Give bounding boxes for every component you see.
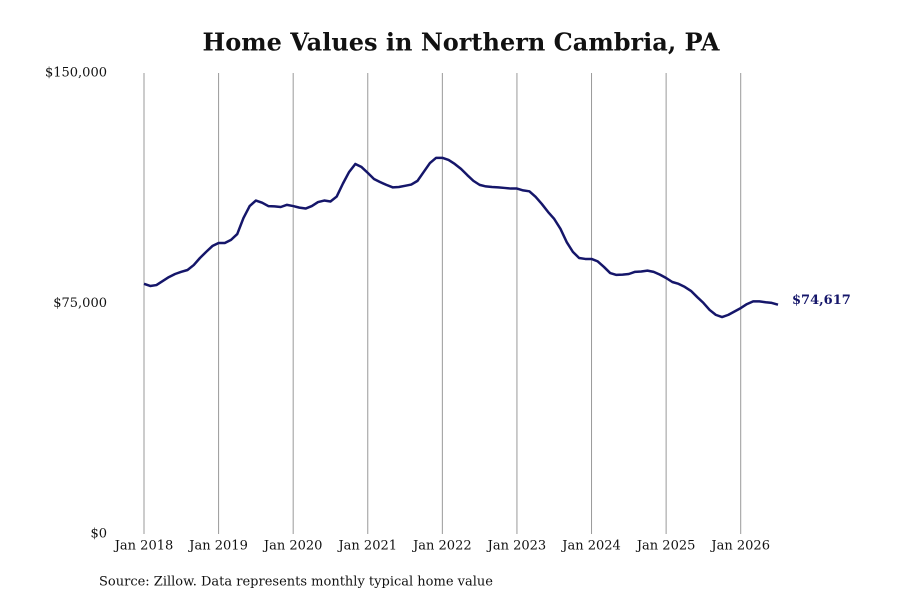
- x-tick-label: Jan 2022: [411, 539, 472, 554]
- x-tick-label: Jan 2025: [635, 539, 696, 554]
- x-tick-label: Jan 2026: [709, 539, 770, 554]
- x-tick-label: Jan 2020: [262, 539, 323, 554]
- y-tick-label: $0: [90, 527, 107, 542]
- y-tick-label: $75,000: [53, 296, 107, 311]
- end-value-label: $74,617: [792, 293, 851, 308]
- x-tick-label: Jan 2018: [113, 539, 174, 554]
- x-tick-label: Jan 2021: [336, 539, 397, 554]
- x-tick-label: Jan 2019: [187, 539, 248, 554]
- x-tick-label: Jan 2023: [486, 539, 547, 554]
- chart-title: Home Values in Northern Cambria, PA: [203, 28, 720, 57]
- x-tick-label: Jan 2024: [560, 539, 621, 554]
- series-line: [143, 156, 779, 319]
- source-note: Source: Zillow. Data represents monthly …: [99, 575, 493, 590]
- y-tick-label: $150,000: [45, 66, 107, 81]
